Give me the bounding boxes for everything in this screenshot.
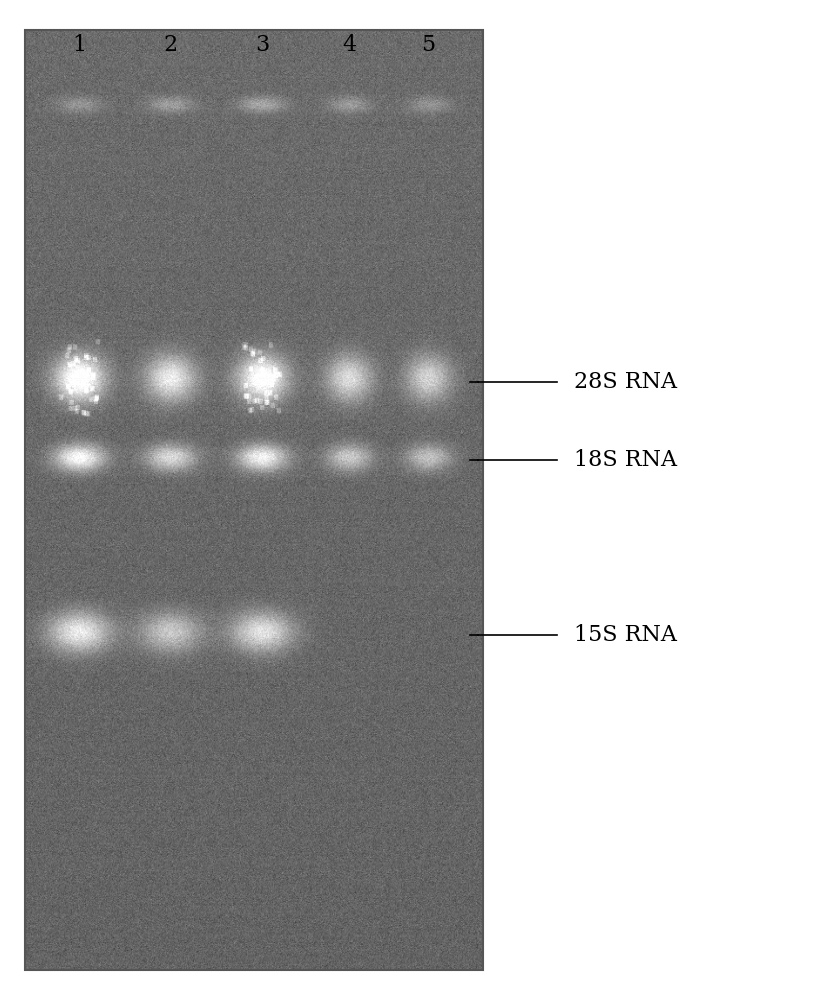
Text: 15S RNA: 15S RNA — [574, 624, 677, 646]
Text: 28S RNA: 28S RNA — [574, 371, 677, 393]
Text: 1: 1 — [72, 34, 86, 56]
Text: 2: 2 — [164, 34, 177, 56]
Text: 18S RNA: 18S RNA — [574, 449, 677, 471]
Text: 5: 5 — [422, 34, 435, 56]
Text: 3: 3 — [255, 34, 270, 56]
Bar — [25, 30, 483, 970]
Text: 4: 4 — [343, 34, 356, 56]
